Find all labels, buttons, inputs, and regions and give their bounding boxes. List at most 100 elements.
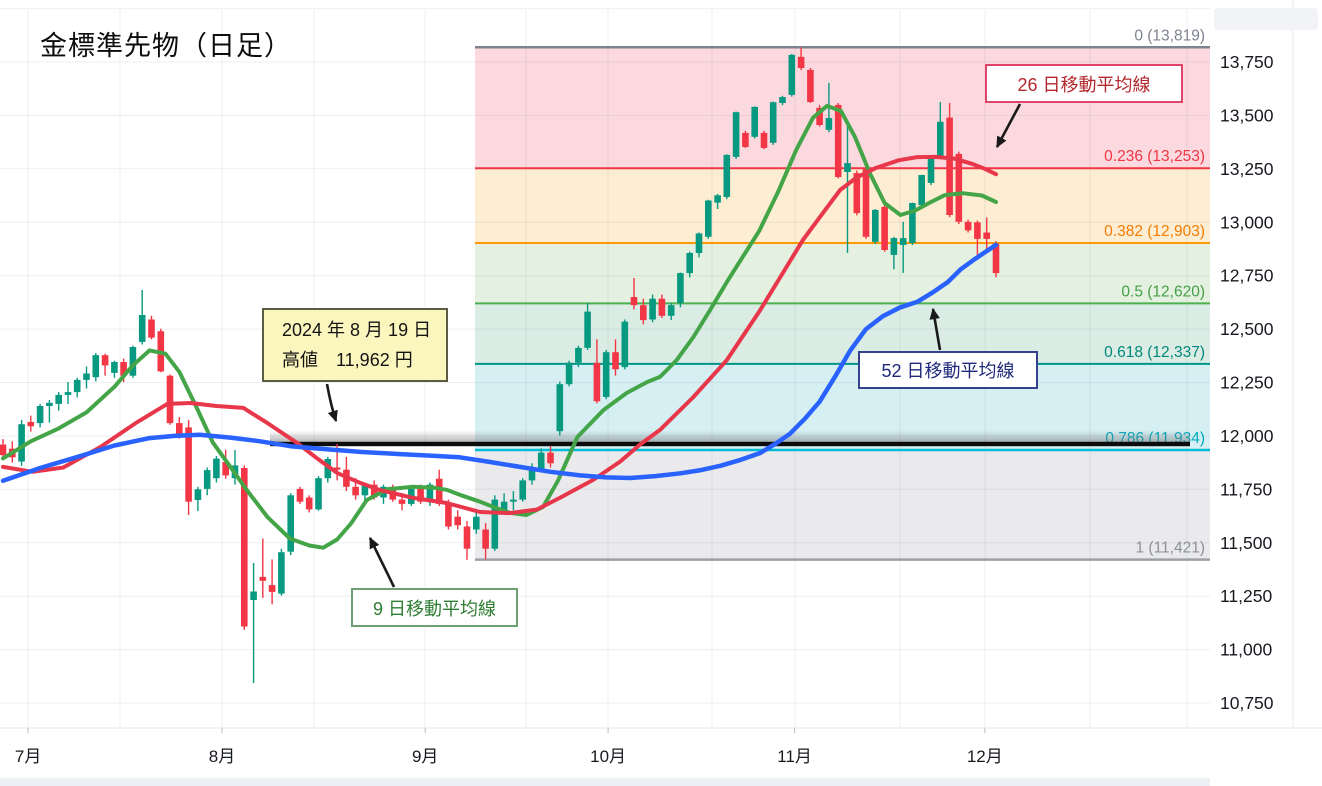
candle <box>760 132 768 148</box>
candle <box>593 362 601 402</box>
candle <box>435 478 443 504</box>
candle <box>862 168 870 237</box>
candle <box>658 298 666 316</box>
candle <box>203 470 211 489</box>
candle <box>937 121 944 157</box>
high-annotation-arrow <box>325 383 338 423</box>
candle <box>194 489 202 500</box>
candle <box>361 484 369 496</box>
high-annotation-line1: 2024 年 8 月 19 日 <box>282 320 432 340</box>
candle <box>844 163 851 172</box>
candle <box>352 486 359 496</box>
candle <box>584 311 591 348</box>
high-annotation-box: 2024 年 8 月 19 日 高値 11,962 円 <box>262 308 448 382</box>
y-axis-label: 13,250 <box>1220 159 1274 179</box>
candle <box>834 104 842 177</box>
candle <box>0 444 7 456</box>
x-axis-label: 10月 <box>590 747 626 766</box>
ma-line-9 <box>1 103 998 550</box>
candle <box>101 355 109 366</box>
candle <box>73 379 81 393</box>
candle <box>547 452 554 464</box>
candle <box>83 373 90 380</box>
y-axis-label: 11,250 <box>1220 586 1272 606</box>
candle <box>909 203 916 243</box>
candle <box>528 469 536 481</box>
candle <box>797 56 805 68</box>
candle <box>213 458 220 479</box>
ma52-label-box: 52 日移動平均線 <box>858 351 1038 389</box>
ma52-arrow <box>929 307 942 351</box>
candle <box>176 423 183 436</box>
candle <box>677 273 684 303</box>
candle <box>779 97 786 103</box>
y-axis-label: 10,750 <box>1220 693 1274 713</box>
candle <box>148 319 155 338</box>
candle <box>983 232 990 239</box>
candle <box>556 384 564 432</box>
candle <box>370 484 378 498</box>
candle <box>250 591 257 600</box>
candle <box>510 499 517 502</box>
candle <box>18 424 25 462</box>
candle <box>714 195 721 203</box>
candle <box>166 375 174 424</box>
candle <box>640 305 647 321</box>
candle <box>695 233 703 253</box>
candle <box>491 499 499 549</box>
candle <box>473 516 480 530</box>
ma9-arrow <box>368 536 396 588</box>
high-price-line <box>270 430 1190 447</box>
candle <box>964 221 972 231</box>
candle <box>649 298 656 320</box>
y-axis-label: 13,750 <box>1220 52 1274 72</box>
candle <box>732 112 740 157</box>
y-axis-label: 12,250 <box>1220 373 1274 393</box>
high-annotation-line2: 高値 11,962 円 <box>282 350 413 370</box>
candle <box>927 156 935 183</box>
candle <box>417 488 424 502</box>
candle <box>500 501 508 511</box>
candle <box>946 117 953 215</box>
candle <box>111 362 118 373</box>
y-axis-label: 11,750 <box>1220 479 1272 499</box>
axis-toolbar <box>1214 8 1318 30</box>
candle <box>955 153 963 222</box>
candle <box>890 238 898 255</box>
y-axis-label: 13,500 <box>1220 105 1274 125</box>
candle <box>807 69 814 102</box>
y-axis-label: 11,000 <box>1220 640 1272 660</box>
candle <box>138 315 146 342</box>
candle <box>667 305 675 316</box>
candle <box>853 173 861 214</box>
candle <box>816 107 823 125</box>
candle <box>686 253 693 274</box>
candle <box>55 394 62 404</box>
candle <box>129 347 137 376</box>
time-scale[interactable]: 7月 8月 9月 10月 11月 12月 <box>15 728 1003 766</box>
price-scale[interactable]: 13,750 13,500 13,250 13,000 12,750 12,500 12,2… <box>1220 52 1274 713</box>
x-axis-label: 7月 <box>15 747 41 766</box>
y-axis-label: 12,500 <box>1220 319 1274 339</box>
candle <box>723 154 731 197</box>
candle <box>630 297 638 306</box>
fib-level-label: 1 (11,421) <box>1135 540 1205 557</box>
ma-line-26 <box>1 154 998 516</box>
candle <box>612 352 619 370</box>
candle <box>268 585 276 592</box>
ma26-label-box: 26 日移動平均線 <box>985 64 1183 103</box>
candle <box>751 106 758 137</box>
candle <box>602 352 610 397</box>
candle <box>296 488 304 502</box>
candle <box>398 499 406 504</box>
x-axis-label: 8月 <box>209 747 235 766</box>
candle <box>769 102 777 143</box>
candle <box>575 347 582 363</box>
ma9-label-box: 9 日移動平均線 <box>351 588 518 627</box>
candle <box>537 452 545 470</box>
fib-level-label: 0.236 (13,253) <box>1104 148 1205 165</box>
candle <box>482 529 489 549</box>
